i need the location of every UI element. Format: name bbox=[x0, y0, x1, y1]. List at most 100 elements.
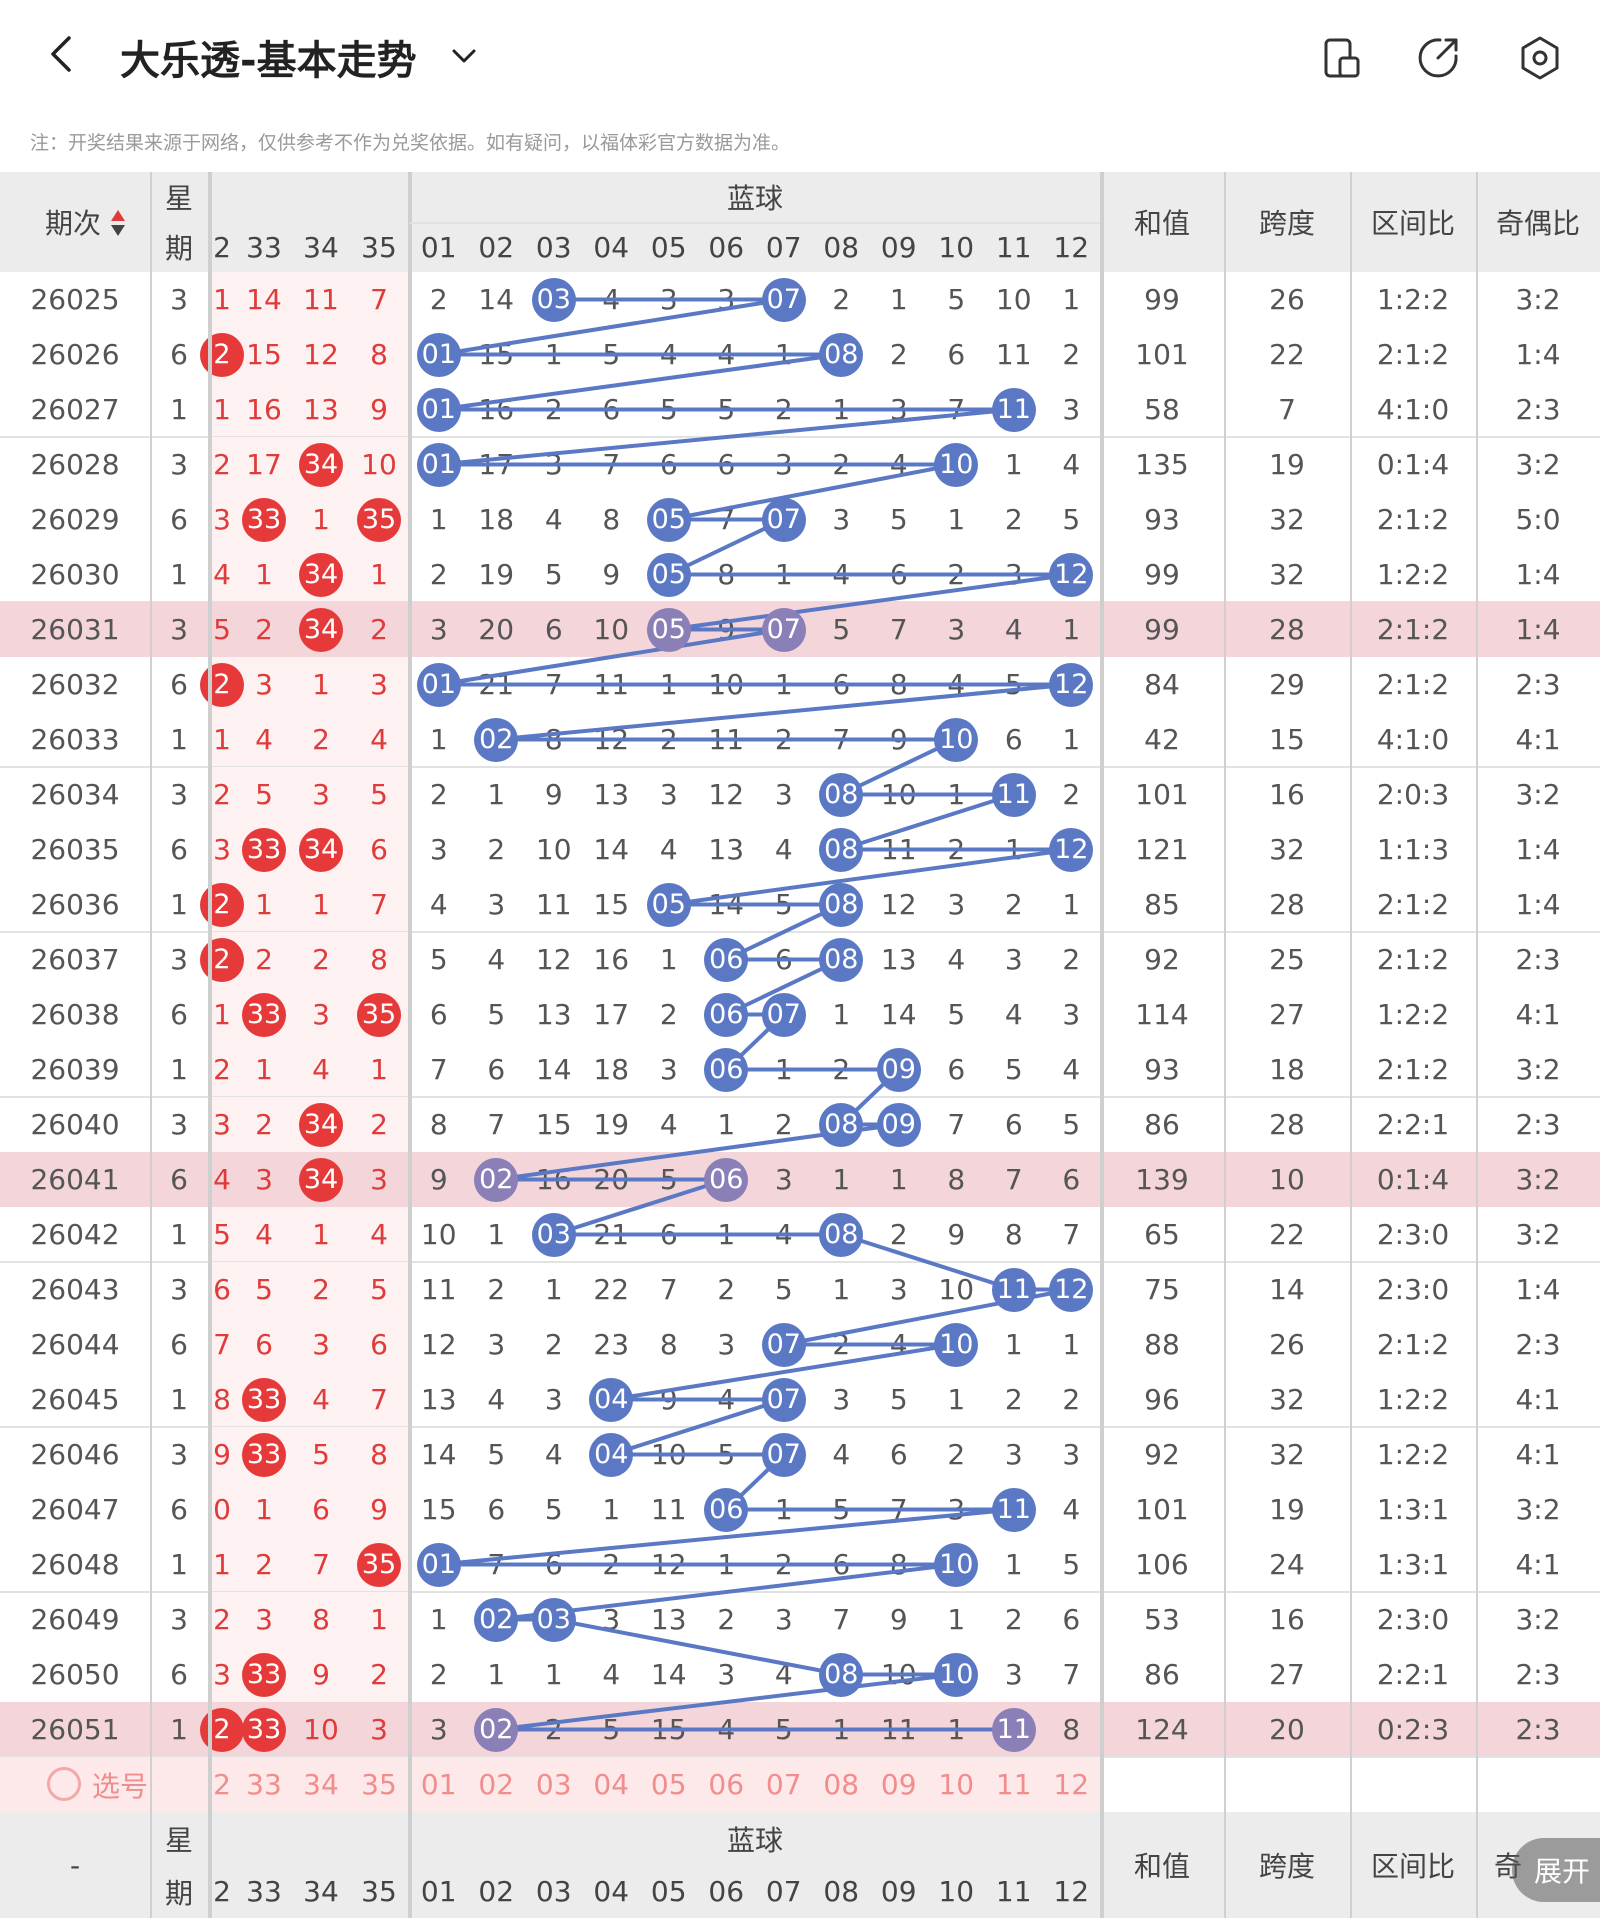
red-miss-count: 4 bbox=[255, 723, 273, 756]
blue-miss-count: 6 bbox=[717, 448, 736, 481]
blue-miss-count: 4 bbox=[659, 1108, 678, 1141]
red-miss-count: 10 bbox=[303, 1713, 339, 1746]
blue-miss-count: 6 bbox=[544, 1548, 563, 1581]
blue-ball: 06 bbox=[704, 1047, 749, 1092]
red-zone-bg bbox=[208, 1427, 408, 1482]
chevron-down-icon[interactable] bbox=[448, 40, 480, 72]
blue-miss-count: 8 bbox=[889, 1548, 908, 1581]
row-zone-ratio: 2:3:0 bbox=[1376, 1603, 1450, 1636]
blue-miss-count: 2 bbox=[1004, 1383, 1023, 1416]
blue-ball: 05 bbox=[646, 497, 691, 542]
red-miss-count: 2 bbox=[255, 1108, 273, 1141]
blue-miss-count: 3 bbox=[429, 613, 448, 646]
select-blue-10[interactable]: 10 bbox=[938, 1768, 975, 1801]
blue-miss-count: 1 bbox=[1004, 448, 1023, 481]
phone-layout-icon[interactable] bbox=[1318, 34, 1366, 82]
red-zone-bg bbox=[208, 767, 408, 822]
row-period: 26039 bbox=[30, 1053, 120, 1086]
blue-miss-count: 7 bbox=[947, 1108, 966, 1141]
row-week: 1 bbox=[170, 1383, 188, 1416]
row-span: 32 bbox=[1269, 833, 1305, 866]
blue-miss-count: 1 bbox=[947, 503, 966, 536]
red-ball: 34 bbox=[299, 607, 343, 652]
select-label[interactable]: 选号 bbox=[91, 1769, 148, 1803]
blue-ball: 07 bbox=[761, 1377, 806, 1422]
red-miss-count: 2 bbox=[213, 448, 231, 481]
blue-miss-count: 1 bbox=[947, 1603, 966, 1636]
column-divider bbox=[1476, 172, 1478, 1918]
red-miss-count: 1 bbox=[213, 283, 231, 316]
select-radio[interactable] bbox=[47, 1767, 81, 1801]
select-blue-03[interactable]: 03 bbox=[535, 1768, 572, 1801]
select-blue-05[interactable]: 05 bbox=[650, 1768, 687, 1801]
select-blue-01[interactable]: 01 bbox=[420, 1768, 457, 1801]
column-header-period[interactable]: 期次 bbox=[0, 172, 150, 272]
row-zone-ratio: 2:2:1 bbox=[1376, 1108, 1450, 1141]
blue-miss-count: 1 bbox=[429, 1603, 448, 1636]
share-icon[interactable] bbox=[1414, 34, 1462, 82]
blue-miss-count: 7 bbox=[659, 1273, 678, 1306]
blue-ball: 12 bbox=[1049, 662, 1094, 707]
row-span: 26 bbox=[1269, 283, 1305, 316]
blue-miss-count: 3 bbox=[1062, 998, 1081, 1031]
row-span: 26 bbox=[1269, 1328, 1305, 1361]
blue-miss-count: 1 bbox=[487, 1658, 506, 1691]
select-blue-08[interactable]: 08 bbox=[823, 1768, 860, 1801]
red-ball: 34 bbox=[299, 552, 343, 597]
blue-miss-count: 5 bbox=[1004, 668, 1023, 701]
footer-blue-03: 03 bbox=[525, 1865, 583, 1918]
row-sum: 75 bbox=[1144, 1273, 1180, 1306]
row-zone-ratio: 4:1:0 bbox=[1376, 393, 1450, 426]
sort-icon[interactable] bbox=[110, 208, 126, 238]
column-header-blue-03: 03 bbox=[525, 222, 583, 272]
select-blue-12[interactable]: 12 bbox=[1053, 1768, 1090, 1801]
blue-miss-count: 4 bbox=[544, 1438, 563, 1471]
select-red-34[interactable]: 34 bbox=[303, 1768, 339, 1801]
row-period: 26034 bbox=[30, 778, 120, 811]
blue-miss-count: 10 bbox=[708, 668, 745, 701]
select-blue-09[interactable]: 09 bbox=[880, 1768, 917, 1801]
blue-miss-count: 11 bbox=[708, 723, 745, 756]
blue-miss-count: 3 bbox=[774, 778, 793, 811]
red-miss-count: 2 bbox=[312, 723, 330, 756]
settings-icon[interactable] bbox=[1516, 34, 1564, 82]
blue-miss-count: 3 bbox=[947, 1493, 966, 1526]
select-row-bg bbox=[0, 1757, 1100, 1812]
row-odd-even: 1:4 bbox=[1515, 1273, 1561, 1306]
blue-ball: 08 bbox=[819, 1212, 864, 1257]
blue-ball: 06 bbox=[704, 992, 749, 1037]
select-blue-02[interactable]: 02 bbox=[478, 1768, 515, 1801]
row-week: 1 bbox=[170, 888, 188, 921]
select-blue-06[interactable]: 06 bbox=[708, 1768, 745, 1801]
blue-miss-count: 1 bbox=[429, 503, 448, 536]
blue-miss-count: 4 bbox=[429, 888, 448, 921]
red-zone-bg bbox=[208, 1042, 408, 1097]
blue-miss-count: 1 bbox=[544, 1658, 563, 1691]
row-period: 26051 bbox=[30, 1713, 120, 1746]
blue-miss-count: 2 bbox=[889, 338, 908, 371]
row-odd-even: 3:2 bbox=[1515, 1493, 1561, 1526]
select-blue-11[interactable]: 11 bbox=[995, 1768, 1032, 1801]
select-blue-07[interactable]: 07 bbox=[765, 1768, 802, 1801]
row-period: 26038 bbox=[30, 998, 120, 1031]
row-week: 3 bbox=[170, 1603, 188, 1636]
back-arrow-icon[interactable] bbox=[42, 34, 82, 74]
select-red-2[interactable]: 2 bbox=[213, 1768, 231, 1801]
row-zone-ratio: 1:2:2 bbox=[1376, 558, 1450, 591]
select-blue-04[interactable]: 04 bbox=[593, 1768, 630, 1801]
row-odd-even: 2:3 bbox=[1515, 668, 1561, 701]
blue-miss-count: 5 bbox=[1004, 1053, 1023, 1086]
red-zone-bg bbox=[208, 1207, 408, 1262]
column-header-week-top: 星 bbox=[150, 172, 208, 222]
row-week: 6 bbox=[170, 503, 188, 536]
blue-miss-count: 4 bbox=[832, 1438, 851, 1471]
blue-miss-count: 8 bbox=[1062, 1713, 1081, 1746]
select-red-35[interactable]: 35 bbox=[361, 1768, 397, 1801]
red-ball: 34 bbox=[299, 1102, 343, 1147]
select-red-33[interactable]: 33 bbox=[246, 1768, 282, 1801]
expand-button[interactable]: 展开 bbox=[1512, 1838, 1600, 1902]
blue-miss-count: 1 bbox=[544, 1273, 563, 1306]
red-miss-count: 5 bbox=[255, 778, 273, 811]
blue-miss-count: 1 bbox=[774, 668, 793, 701]
red-miss-count: 14 bbox=[246, 283, 282, 316]
